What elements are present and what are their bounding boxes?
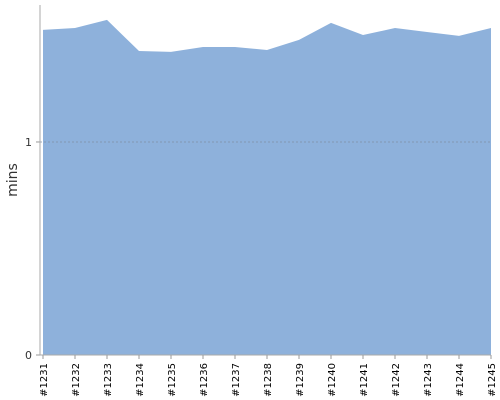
x-tick-label: #1244 — [455, 363, 466, 397]
area — [43, 19, 491, 356]
y-axis-label: mins — [5, 163, 21, 197]
x-tick-label: #1233 — [103, 363, 114, 397]
x-tick-label: #1236 — [199, 363, 210, 397]
x-tick-label: #1240 — [327, 363, 338, 397]
y-tick-label: 1 — [25, 136, 32, 149]
x-tick-label: #1237 — [231, 363, 242, 397]
x-tick-label: #1241 — [359, 363, 370, 397]
y-tick-label: 0 — [25, 349, 32, 362]
x-tick-label: #1234 — [135, 363, 146, 397]
x-tick-label: #1242 — [391, 363, 402, 397]
x-tick-label: #1231 — [39, 363, 50, 397]
x-tick-label: #1235 — [167, 363, 178, 397]
x-tick-label: #1238 — [263, 363, 274, 397]
x-tick-label: #1245 — [487, 363, 498, 397]
x-tick-label: #1232 — [71, 363, 82, 397]
x-tick-label: #1243 — [423, 363, 434, 397]
x-tick-label: #1239 — [295, 363, 306, 397]
